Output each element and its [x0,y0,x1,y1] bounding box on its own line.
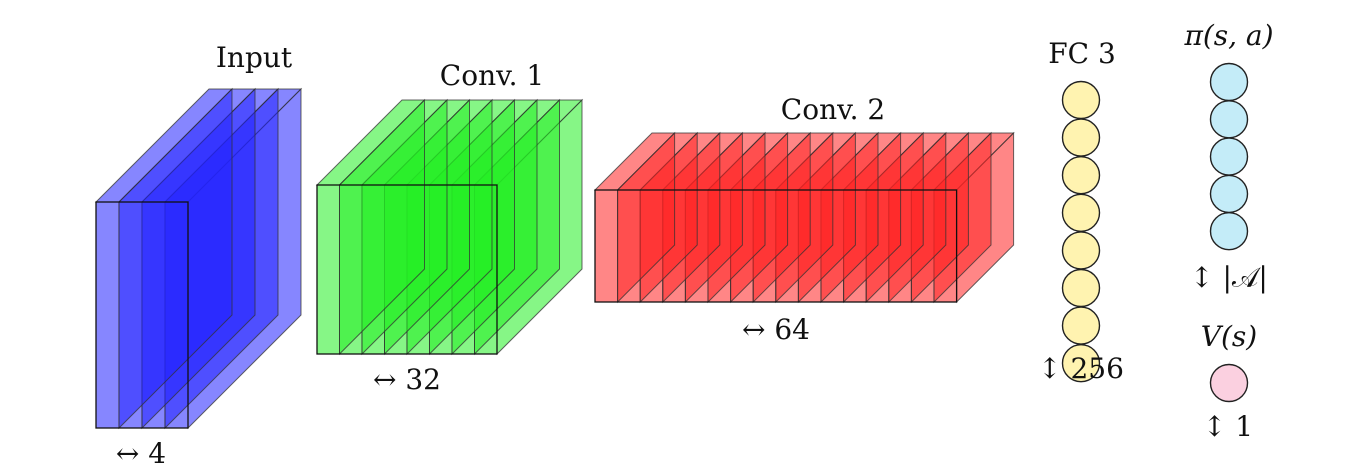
policy-node [1209,174,1249,214]
fc-node [1061,268,1101,308]
fc-node [1061,231,1101,270]
fc-node [1061,80,1101,120]
fc-node [1061,306,1101,345]
fc-node [1061,193,1101,233]
conv1-block-label: Conv. 1 [440,59,544,92]
policy-node [1209,211,1249,251]
fc-node [1061,344,1101,383]
conv1-block [315,98,584,356]
input-slice [94,87,234,430]
value-output-label: V(s) [1201,320,1257,353]
fc-node [1061,118,1101,157]
conv2-block [593,131,1015,304]
conv1-slice [315,98,426,356]
fc-node [1061,155,1101,195]
input-size-label: ↔ 4 [116,437,166,470]
fc-layer-label: FC 3 [1048,37,1116,70]
conv2-block-label: Conv. 2 [781,93,885,126]
conv2-size-label: ↔ 64 [742,313,810,346]
policy-size-label: ↕ |𝒜| [1190,261,1268,294]
policy-nodes [1209,62,1249,251]
policy-node [1209,100,1249,139]
conv2-slice [593,131,676,304]
policy-node [1209,62,1249,102]
policy-output-label: π(s, a) [1183,19,1273,52]
conv1-size-label: ↔ 32 [373,363,441,396]
value-size-label: ↕ 1 [1203,410,1253,443]
input-block-label: Input [216,41,293,74]
value-node [1209,363,1249,403]
input-block [94,87,303,430]
value-nodes [1209,363,1249,403]
fc-size-label: ↕ 256 [1038,352,1124,385]
policy-node [1209,137,1249,176]
conv2-front-outline [594,189,958,303]
fc-nodes [1061,80,1101,383]
input-front-outline [95,201,189,429]
conv1-front-outline [316,184,498,355]
